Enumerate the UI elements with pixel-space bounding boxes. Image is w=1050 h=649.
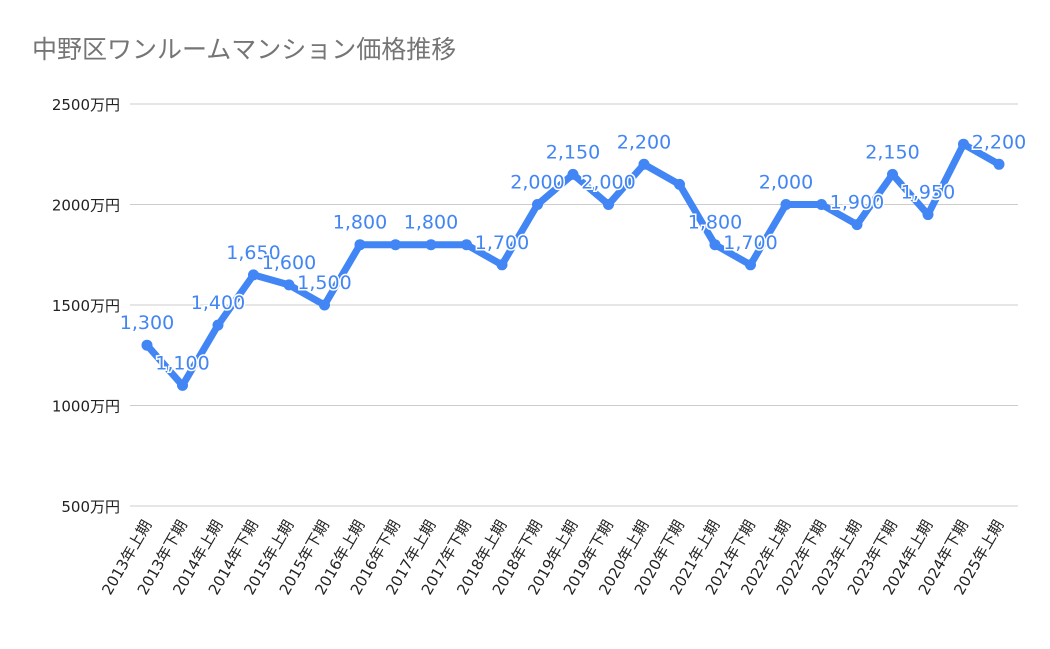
data-label: 1,800 — [333, 212, 387, 234]
y-tick-label: 2500万円 — [52, 96, 120, 114]
y-tick-label: 500万円 — [61, 498, 120, 516]
data-label: 2,000 — [581, 172, 635, 194]
data-label: 2,200 — [972, 131, 1026, 153]
data-point — [993, 158, 1005, 170]
data-point — [851, 219, 863, 231]
data-point — [780, 199, 792, 210]
data-point — [141, 339, 153, 351]
data-point — [319, 299, 330, 311]
data-label: 2,000 — [759, 172, 813, 194]
data-label: 1,300 — [120, 312, 174, 334]
data-label: 2,150 — [865, 141, 919, 163]
data-label: 1,400 — [191, 292, 245, 314]
chart-title: 中野区ワンルームマンション価格推移 — [32, 35, 456, 64]
data-label: 1,600 — [262, 252, 316, 274]
y-tick-label: 1500万円 — [52, 297, 120, 315]
data-point — [745, 259, 756, 271]
data-label: 2,150 — [546, 141, 600, 163]
data-point — [922, 209, 934, 221]
data-point — [283, 279, 295, 291]
y-tick-label: 2000万円 — [52, 197, 120, 215]
data-point — [532, 199, 543, 210]
data-point — [674, 178, 685, 190]
data-point — [638, 158, 650, 170]
data-point — [390, 239, 401, 251]
data-point — [354, 239, 366, 251]
data-label: 1,950 — [901, 182, 955, 204]
data-point — [603, 199, 614, 210]
data-point — [461, 239, 472, 251]
data-label: 1,700 — [475, 232, 529, 254]
data-label: 1,100 — [155, 352, 209, 374]
data-label: 1,700 — [723, 232, 777, 254]
data-label: 2,200 — [617, 131, 671, 153]
data-label: 1,650 — [226, 242, 280, 264]
data-label: 1,900 — [830, 192, 884, 214]
data-label: 1,500 — [297, 272, 351, 294]
data-point — [709, 239, 721, 251]
data-point — [177, 379, 188, 391]
data-point — [887, 168, 898, 180]
y-tick-label: 1000万円 — [52, 398, 120, 416]
data-point — [425, 239, 437, 251]
data-label: 1,800 — [404, 212, 458, 234]
data-point — [212, 319, 224, 331]
data-point — [248, 269, 259, 281]
data-point — [567, 168, 579, 180]
data-point — [816, 199, 827, 210]
data-label: 1,800 — [688, 212, 742, 234]
data-point — [496, 259, 508, 271]
data-label: 2,000 — [510, 172, 564, 194]
data-point — [958, 138, 969, 150]
